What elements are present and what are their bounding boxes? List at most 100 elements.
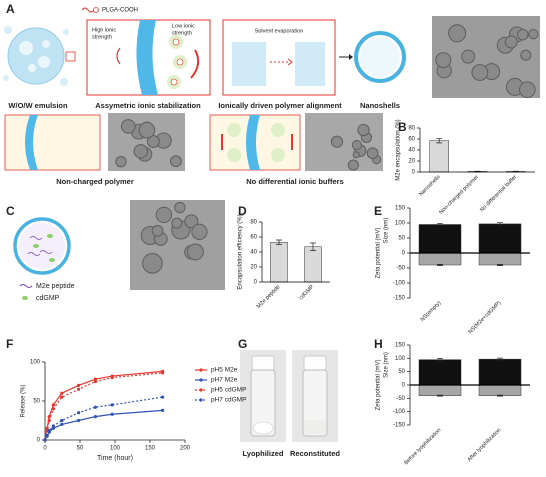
y-tick-label: 20 bbox=[408, 159, 415, 165]
data-point bbox=[77, 387, 81, 391]
error-bar bbox=[436, 138, 443, 144]
x-tick-label: NS(M2e+cdGMP) bbox=[467, 300, 502, 335]
data-point bbox=[93, 415, 97, 419]
annotation: strength bbox=[92, 34, 112, 40]
bar bbox=[478, 358, 522, 386]
tem-particle bbox=[146, 135, 160, 148]
panel-label: C bbox=[6, 204, 15, 218]
data-point bbox=[47, 429, 51, 433]
data-point bbox=[43, 438, 47, 442]
legend-label: cdGMP bbox=[36, 295, 60, 302]
polymer-icon bbox=[81, 7, 95, 13]
panel-label: H bbox=[374, 337, 383, 351]
tem-particle bbox=[115, 156, 127, 168]
x-axis-label: Time (hour) bbox=[97, 455, 133, 462]
data-point bbox=[161, 395, 165, 399]
bar bbox=[418, 224, 462, 254]
tem-particle bbox=[516, 28, 529, 41]
legend-marker bbox=[199, 368, 203, 372]
y-tick-label: 80 bbox=[408, 126, 415, 132]
data-point bbox=[45, 433, 49, 437]
error-bar bbox=[437, 264, 443, 266]
x-tick-label: Before lyophilization bbox=[403, 427, 442, 466]
data-point bbox=[110, 403, 114, 407]
panel-label: F bbox=[6, 337, 13, 351]
tem-particle bbox=[191, 223, 208, 240]
tem-particle bbox=[347, 159, 359, 171]
tem-particle bbox=[151, 225, 164, 237]
data-point bbox=[110, 376, 114, 380]
caption: Reconstituted bbox=[290, 449, 340, 458]
tem-particle bbox=[448, 24, 467, 43]
data-point bbox=[51, 407, 56, 411]
panel-label: G bbox=[238, 337, 247, 351]
tem-particle bbox=[330, 135, 344, 148]
error-bar bbox=[497, 394, 503, 397]
x-tick-label: 0 bbox=[43, 446, 47, 452]
y-tick-label: 0 bbox=[254, 280, 258, 286]
tem-particle bbox=[352, 151, 360, 159]
tem-image bbox=[305, 113, 383, 171]
panel-label: E bbox=[374, 204, 382, 218]
y-tick-label: 100 bbox=[30, 360, 41, 366]
series-line bbox=[44, 396, 163, 441]
error-bar bbox=[310, 242, 316, 251]
tem-particle bbox=[133, 144, 148, 159]
data-point bbox=[93, 379, 97, 384]
caption: Nanoshells bbox=[360, 101, 400, 110]
tem-particle bbox=[435, 52, 452, 69]
y-axis-label: Encapsulation efficiency (%) bbox=[238, 214, 244, 289]
tem-particle bbox=[186, 243, 204, 261]
panel-label: A bbox=[6, 2, 15, 16]
error-bar bbox=[276, 239, 282, 245]
x-tick-label: NS(empty) bbox=[420, 300, 443, 323]
annotation: High ionic bbox=[92, 27, 116, 33]
bar bbox=[270, 242, 288, 283]
y-axis-label: Zeta potential (mV) bbox=[376, 227, 382, 278]
y-axis-label: Size (nm) bbox=[384, 352, 390, 378]
x-tick-label: Nanoshells bbox=[418, 174, 442, 198]
x-tick-label: 50 bbox=[77, 446, 84, 452]
panel-label: D bbox=[238, 204, 247, 218]
tem-particle bbox=[357, 123, 370, 137]
bar bbox=[478, 252, 522, 266]
y-tick-label: 80 bbox=[250, 220, 257, 226]
emulsion bbox=[3, 26, 76, 86]
tem-particle bbox=[184, 214, 199, 229]
data-point bbox=[60, 418, 64, 423]
data-point bbox=[51, 426, 56, 430]
y-tick-label: -50 bbox=[396, 266, 405, 272]
data-point bbox=[93, 405, 97, 409]
data-point bbox=[60, 391, 64, 395]
bar bbox=[418, 359, 462, 386]
error-bar bbox=[497, 357, 503, 361]
legend-label: pH7 M2e bbox=[211, 377, 238, 384]
y-tick-label: -100 bbox=[393, 409, 406, 415]
y-tick-label: -50 bbox=[396, 396, 405, 402]
y-tick-label: 0 bbox=[37, 438, 41, 444]
tem-particle bbox=[366, 147, 379, 160]
y-tick-label: 50 bbox=[33, 399, 40, 405]
y-tick-label: 0 bbox=[402, 383, 406, 389]
bar bbox=[304, 246, 322, 283]
tem-particle bbox=[155, 206, 173, 224]
tem-particle bbox=[171, 217, 183, 229]
tem-particle bbox=[461, 49, 476, 64]
stabilization-box bbox=[86, 19, 211, 96]
alignment-box bbox=[222, 19, 336, 96]
nanoshell-loaded bbox=[13, 217, 71, 300]
y-tick-label: 40 bbox=[250, 250, 257, 256]
y-tick-label: 0 bbox=[402, 251, 406, 257]
legend-label: M2e peptide bbox=[36, 283, 75, 290]
y-axis-label: Size (nm) bbox=[384, 218, 390, 244]
data-point bbox=[60, 422, 64, 426]
x-tick-label: 100 bbox=[110, 446, 121, 452]
data-point bbox=[51, 403, 56, 407]
x-tick-label: After lyophilization bbox=[467, 427, 503, 463]
tem-particle bbox=[351, 139, 363, 151]
data-point bbox=[47, 415, 51, 419]
error-bar bbox=[437, 394, 443, 397]
noncharged-box bbox=[4, 114, 101, 171]
y-tick-label: -150 bbox=[393, 296, 406, 302]
data-point bbox=[51, 424, 56, 428]
